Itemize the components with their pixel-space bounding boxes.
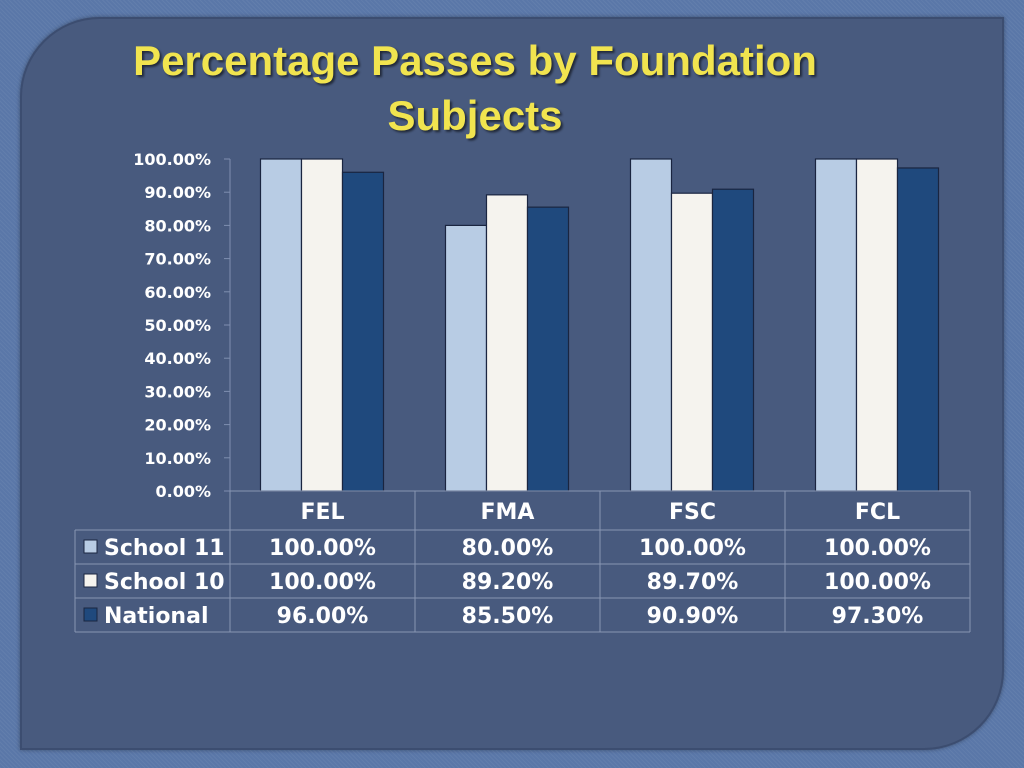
bar xyxy=(814,158,858,492)
bar xyxy=(485,194,529,492)
data-label: 97.30% xyxy=(832,604,924,629)
legend-label: School 11 xyxy=(104,536,225,561)
data-label: 100.00% xyxy=(269,570,376,595)
y-tick-label: 0.00% xyxy=(155,482,211,501)
data-label: 90.90% xyxy=(647,604,739,629)
bar xyxy=(444,224,488,492)
y-tick-label: 90.00% xyxy=(144,183,211,202)
bar xyxy=(259,158,303,492)
bar xyxy=(896,167,940,492)
data-label: 100.00% xyxy=(824,536,931,561)
legend-key xyxy=(83,539,98,554)
data-label: 89.20% xyxy=(462,570,554,595)
bar xyxy=(300,158,344,492)
legend-label: National xyxy=(104,604,208,629)
data-label: 85.50% xyxy=(462,604,554,629)
category-label: FSC xyxy=(669,500,716,525)
legend-key xyxy=(83,607,98,622)
y-tick-label: 10.00% xyxy=(144,449,211,468)
category-label: FMA xyxy=(481,500,535,525)
data-label: 96.00% xyxy=(277,604,369,629)
bar xyxy=(629,158,673,492)
y-tick-label: 50.00% xyxy=(144,316,211,335)
slide-title: Percentage Passes by Foundation xyxy=(133,37,817,84)
bar xyxy=(670,192,714,492)
bar xyxy=(526,206,570,492)
data-label: 80.00% xyxy=(462,536,554,561)
data-label: 100.00% xyxy=(639,536,746,561)
slide-title-line2: Subjects xyxy=(387,92,563,139)
data-label: 100.00% xyxy=(269,536,376,561)
category-label: FEL xyxy=(300,500,344,525)
y-tick-label: 60.00% xyxy=(144,283,211,302)
y-tick-label: 30.00% xyxy=(144,382,211,401)
category-label: FCL xyxy=(855,500,900,525)
bar xyxy=(855,158,899,492)
y-tick-label: 40.00% xyxy=(144,349,211,368)
y-tick-label: 80.00% xyxy=(144,216,211,235)
y-tick-label: 20.00% xyxy=(144,416,211,435)
legend-label: School 10 xyxy=(104,570,225,595)
legend-key xyxy=(83,573,98,588)
bar xyxy=(341,171,385,492)
data-label: 89.70% xyxy=(647,570,739,595)
y-tick-label: 100.00% xyxy=(133,150,211,169)
data-label: 100.00% xyxy=(824,570,931,595)
bar xyxy=(711,188,755,492)
y-tick-label: 70.00% xyxy=(144,250,211,269)
